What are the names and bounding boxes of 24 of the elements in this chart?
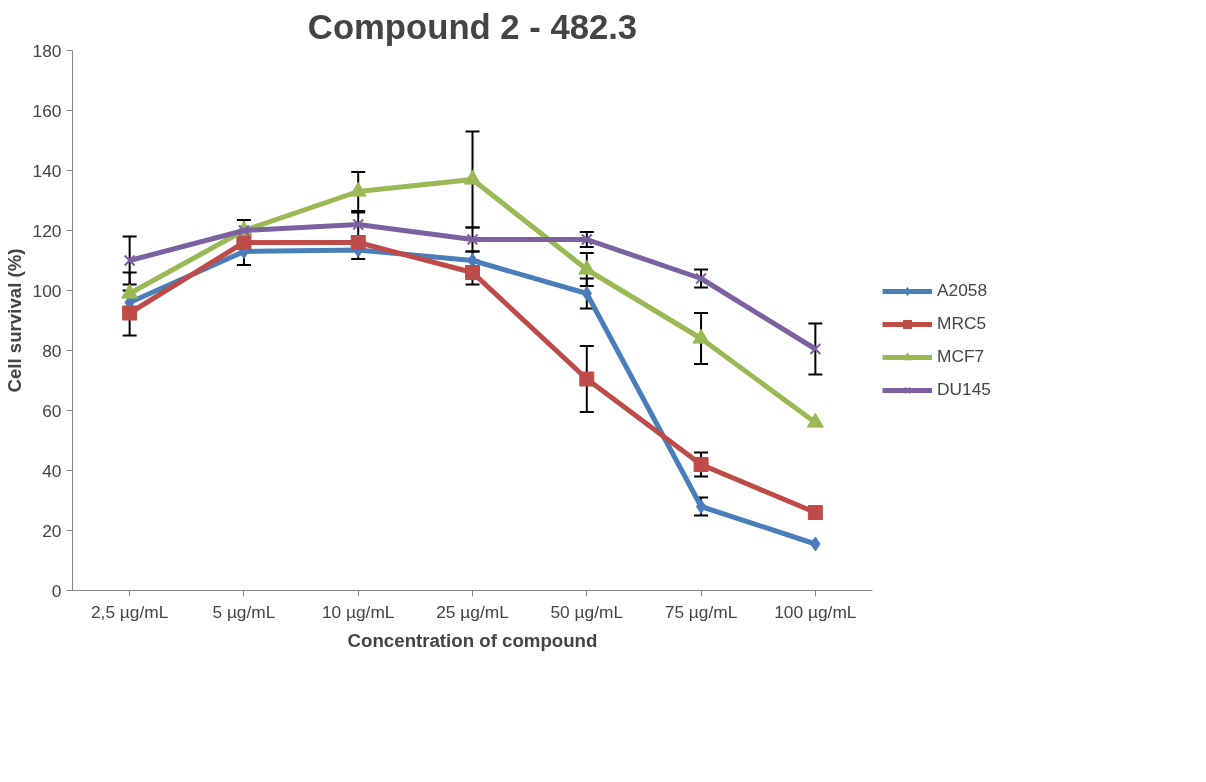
x-tick-label: 2,5 µg/mL [90,601,169,622]
y-tick-label: 180 [32,40,62,61]
y-tick-label: 160 [32,100,62,121]
x-tick-label: 25 µg/mL [436,601,510,622]
y-tick-label: 60 [42,400,62,421]
y-tick-label: 100 [32,280,62,301]
y-tick-label: 80 [42,340,62,361]
x-axis-title: Concentration of compound [347,629,598,651]
legend-label: A2058 [937,280,988,301]
y-axis-title: Cell survival (%) [3,248,25,393]
x-tick-label: 10 µg/mL [321,601,395,622]
legend-label: MCF7 [937,346,985,367]
y-tick-label: 40 [42,460,62,481]
y-tick-label: 120 [32,220,62,241]
x-tick-label: 100 µg/mL [774,601,857,622]
legend-label: DU145 [937,379,991,400]
y-tick-label: 20 [42,520,62,541]
x-tick-label: 5 µg/mL [212,601,276,622]
chart-title: Compound 2 - 482.3 [307,7,638,46]
y-tick-label: 140 [32,160,62,181]
y-tick-label: 0 [51,580,62,601]
x-tick-label: 50 µg/mL [550,601,624,622]
legend-label: MRC5 [937,313,987,334]
x-tick-label: 75 µg/mL [664,601,738,622]
